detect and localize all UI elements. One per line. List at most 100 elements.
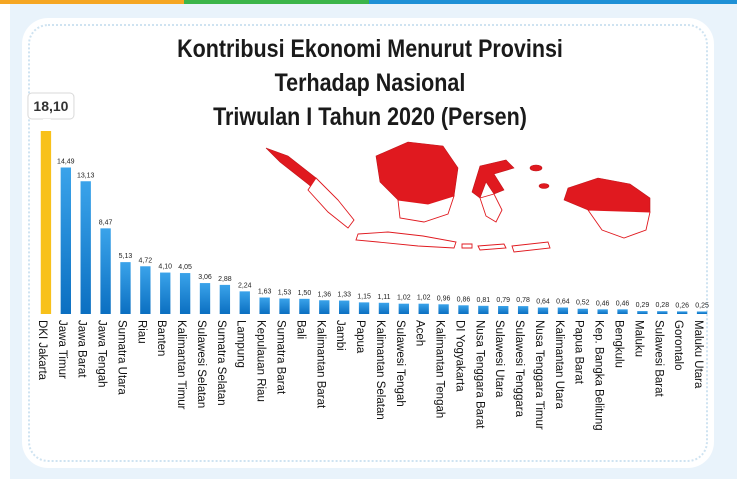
value-label: 0,46 xyxy=(596,300,610,307)
category-label: Gorontalo xyxy=(672,320,684,371)
value-label: 0,79 xyxy=(496,297,510,304)
bar-jambi xyxy=(339,300,350,314)
bar-sulawesi-selatan xyxy=(199,283,211,314)
top-color-stripe xyxy=(0,0,737,4)
bar-sulawesi-tengah xyxy=(398,303,409,314)
category-label: Sumatra Utara xyxy=(115,320,127,395)
category-label: Sulawesi Tengah xyxy=(394,320,406,407)
category-label: Jawa Timur xyxy=(56,320,68,379)
category-label: Nusa Tenggara Timur xyxy=(533,320,545,430)
value-label: 0,81 xyxy=(477,297,491,304)
category-label: Jawa Tengah xyxy=(96,320,108,388)
value-label: 0,64 xyxy=(556,299,570,306)
bar-nusa-tenggara-barat xyxy=(478,305,489,314)
category-label: Kalimantan Utara xyxy=(553,320,565,409)
value-label: 1,36 xyxy=(317,291,331,298)
category-label: Bali xyxy=(294,320,306,339)
bar-riau xyxy=(140,266,151,314)
category-label: Kalimantan Barat xyxy=(314,320,326,409)
value-label: 1,15 xyxy=(357,293,371,300)
bar-jawa-tengah xyxy=(100,228,111,314)
value-label: 0,96 xyxy=(437,295,451,302)
category-label: Riau xyxy=(135,320,147,344)
bar-sumatra-barat xyxy=(279,298,290,314)
category-label: Kep. Bangka Belitung xyxy=(593,320,605,431)
category-label: Aceh xyxy=(414,320,426,346)
chart-title-line-2: Terhadap Nasional xyxy=(274,69,466,97)
bar-maluku-utara xyxy=(696,311,708,314)
stripe-segment-green xyxy=(184,0,369,4)
bar-dki-jakarta xyxy=(40,131,52,314)
category-label: Banten xyxy=(155,320,167,356)
category-label: Sulawesi Barat xyxy=(652,320,664,398)
bar-jawa-barat xyxy=(80,181,91,314)
value-label: 13,13 xyxy=(77,172,95,179)
value-label: 0,29 xyxy=(636,302,650,309)
value-label: 0,64 xyxy=(536,299,550,306)
value-label: 0,46 xyxy=(616,300,630,307)
callout-pointer xyxy=(42,119,51,126)
category-label: Jawa Barat xyxy=(76,320,88,378)
category-label: Sumatra Barat xyxy=(274,320,286,395)
value-label: 1,02 xyxy=(417,295,431,302)
bar-bengkulu xyxy=(617,309,628,314)
bar-kalimantan-tengah xyxy=(438,304,449,314)
stripe-segment-orange xyxy=(0,0,185,4)
bar-jawa-timur xyxy=(60,167,71,314)
bar-kalimantan-timur xyxy=(179,273,191,314)
bar-sumatra-utara xyxy=(120,262,131,314)
bar-di-yogyakarta xyxy=(458,305,469,314)
bar-aceh xyxy=(418,303,429,314)
category-label: Jambi xyxy=(334,320,346,351)
value-label: 1,11 xyxy=(377,294,390,301)
category-label: Kalimantan Selatan xyxy=(374,320,386,420)
value-label: 0,78 xyxy=(516,297,530,304)
chart-title: Kontribusi Ekonomi Menurut Provinsi Terh… xyxy=(138,32,602,134)
bar-bali xyxy=(299,298,310,314)
value-label: 2,24 xyxy=(238,282,252,289)
bar-sulawesi-barat xyxy=(657,311,668,314)
indonesia-map-icon xyxy=(265,141,651,253)
value-label: 0,28 xyxy=(655,302,669,309)
value-label: 0,25 xyxy=(695,302,709,309)
category-label: Kalimantan Tengah xyxy=(434,320,446,418)
bar-sulawesi-utara xyxy=(498,306,509,314)
value-label: 0,26 xyxy=(675,302,689,309)
category-label: Sulawesi Tenggara xyxy=(513,320,525,418)
value-label: 14,49 xyxy=(57,159,75,166)
value-label: 1,33 xyxy=(337,292,351,299)
category-label: Nusa Tenggara Barat xyxy=(473,320,485,429)
bar-papua xyxy=(358,302,370,314)
value-label: 1,63 xyxy=(258,289,272,296)
stripe-segment-blue-2 xyxy=(552,0,737,4)
category-label: Kepulauan Riau xyxy=(255,320,267,402)
value-label: 4,72 xyxy=(139,257,153,264)
bar-nusa-tenggara-timur xyxy=(537,307,549,314)
bar-banten xyxy=(160,272,171,314)
bar-gorontalo xyxy=(677,311,688,314)
category-label: Maluku xyxy=(632,320,644,357)
chart-card xyxy=(22,18,714,468)
value-label: 0,52 xyxy=(576,300,590,307)
bar-kep-bangka-belitung xyxy=(597,309,608,314)
category-label: Lampung xyxy=(235,320,247,368)
value-label: 3,06 xyxy=(198,274,212,281)
category-label: Papua xyxy=(354,320,366,354)
value-label: 1,50 xyxy=(298,290,312,297)
category-label: Sumatra Selatan xyxy=(215,320,227,406)
bar-sulawesi-tenggara xyxy=(517,306,529,314)
category-label: DI Yogyakarta xyxy=(453,320,465,392)
value-label: 1,53 xyxy=(278,290,292,297)
value-label: 8,47 xyxy=(99,219,113,226)
category-label: DKI Jakarta xyxy=(36,320,48,381)
bar-kalimantan-selatan xyxy=(378,302,390,314)
value-label: 1,02 xyxy=(397,295,411,302)
value-label: 4,05 xyxy=(178,264,192,271)
stripe-segment-blue xyxy=(368,0,553,4)
category-label: Sulawesi Utara xyxy=(493,320,505,398)
value-label: 4,10 xyxy=(158,264,172,271)
chart-title-line-1: Kontribusi Ekonomi Menurut Provinsi xyxy=(177,35,563,63)
bar-maluku xyxy=(637,311,648,314)
highlight-callout: 18,10 xyxy=(27,92,75,126)
